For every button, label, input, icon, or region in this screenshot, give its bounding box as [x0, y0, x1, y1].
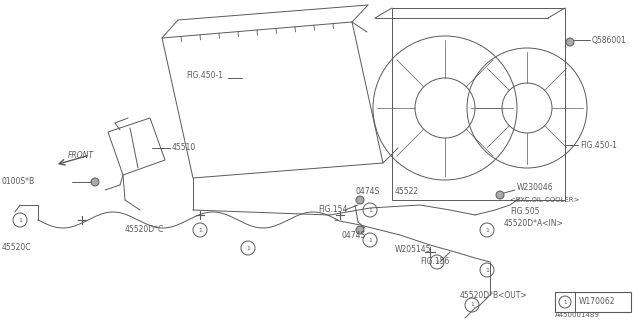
Text: W230046: W230046	[517, 183, 554, 193]
Text: FRONT: FRONT	[68, 150, 94, 159]
Text: 1: 1	[563, 300, 567, 305]
Circle shape	[480, 223, 494, 237]
Text: 1: 1	[470, 302, 474, 308]
Text: 0474S: 0474S	[342, 230, 366, 239]
Bar	[555, 292, 631, 312]
Text: 1: 1	[368, 237, 372, 243]
Circle shape	[465, 298, 479, 312]
Circle shape	[480, 263, 494, 277]
Text: 1: 1	[18, 218, 22, 222]
Text: 1: 1	[485, 268, 489, 273]
Text: Q586001: Q586001	[592, 36, 627, 44]
Text: 45510: 45510	[172, 143, 196, 153]
Circle shape	[430, 255, 444, 269]
Text: 45522: 45522	[395, 188, 419, 196]
Text: A450001489: A450001489	[555, 312, 600, 318]
Circle shape	[363, 203, 377, 217]
Circle shape	[13, 213, 27, 227]
Text: FIG.505: FIG.505	[510, 207, 540, 217]
Circle shape	[356, 196, 364, 204]
Circle shape	[566, 38, 574, 46]
Text: 1: 1	[435, 260, 439, 265]
Text: <EXC.OIL COOLER>: <EXC.OIL COOLER>	[510, 197, 579, 203]
Circle shape	[193, 223, 207, 237]
Text: 45520C: 45520C	[2, 244, 31, 252]
Text: W170062: W170062	[579, 298, 616, 307]
Text: FIG.156: FIG.156	[420, 258, 449, 267]
Circle shape	[363, 233, 377, 247]
Text: 45520D*B<OUT>: 45520D*B<OUT>	[460, 291, 527, 300]
Text: 1: 1	[198, 228, 202, 233]
Text: 1: 1	[485, 228, 489, 233]
Text: FIG.450-1: FIG.450-1	[186, 70, 223, 79]
Text: 0474S: 0474S	[355, 188, 380, 196]
Circle shape	[241, 241, 255, 255]
Text: W205145: W205145	[395, 245, 431, 254]
Text: 1: 1	[368, 207, 372, 212]
Text: 45520D*C: 45520D*C	[125, 226, 164, 235]
Text: 1: 1	[246, 245, 250, 251]
Circle shape	[91, 178, 99, 186]
Text: FIG.450-1: FIG.450-1	[580, 140, 617, 149]
Text: 45520D*A<IN>: 45520D*A<IN>	[504, 220, 564, 228]
Circle shape	[496, 191, 504, 199]
Text: FIG.154: FIG.154	[318, 205, 348, 214]
Circle shape	[356, 226, 364, 234]
Text: 0100S*B: 0100S*B	[2, 178, 35, 187]
